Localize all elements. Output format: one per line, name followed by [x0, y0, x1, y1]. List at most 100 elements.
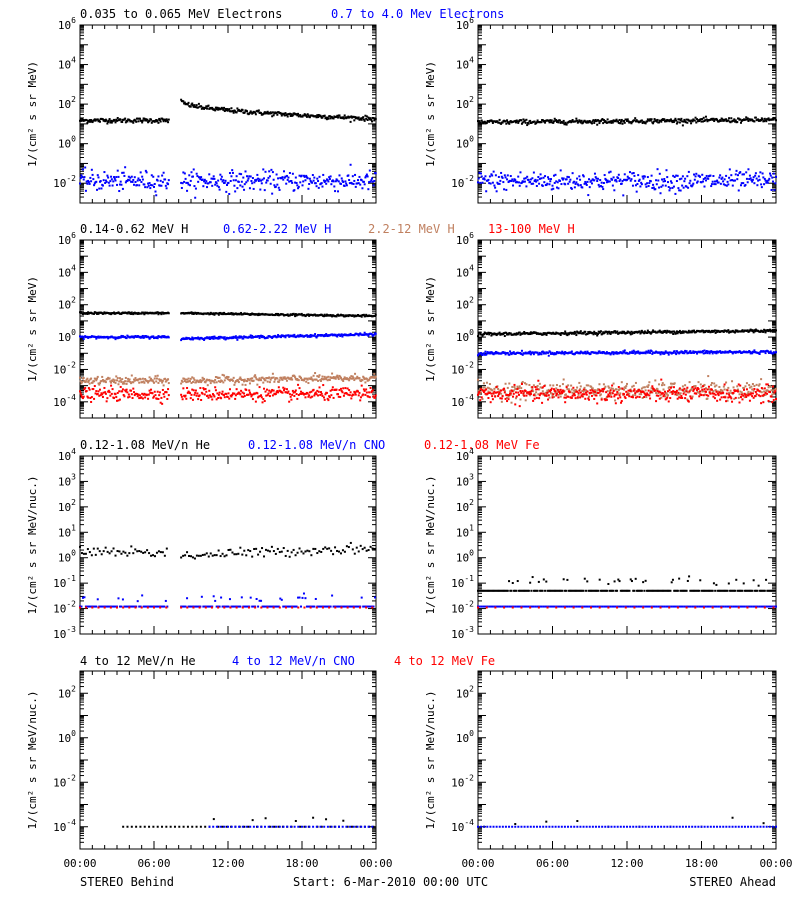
data-point: [121, 390, 124, 393]
data-point: [573, 180, 576, 183]
data-point: [527, 351, 530, 354]
data-point: [337, 313, 340, 316]
data-point: [313, 176, 316, 179]
data-point: [326, 116, 329, 119]
data-point: [696, 352, 699, 355]
data-point: [254, 179, 257, 182]
data-point: [200, 107, 203, 110]
data-point: [337, 378, 340, 381]
data-point: [144, 119, 147, 122]
data-point: [223, 374, 226, 377]
data-point: [191, 311, 194, 314]
data-point: [258, 377, 261, 380]
data-point: [348, 379, 351, 382]
data-point: [374, 332, 377, 335]
data-point: [373, 119, 376, 122]
data-point: [513, 385, 516, 388]
data-point: [274, 393, 277, 396]
data-point: [266, 336, 269, 339]
data-point: [181, 380, 184, 383]
data-point: [569, 120, 572, 123]
data-point: [612, 176, 615, 179]
data-point: [719, 119, 722, 122]
data-point: [702, 116, 705, 119]
data-point: [672, 119, 675, 122]
data-point: [524, 399, 527, 402]
data-point: [699, 175, 702, 178]
data-point: [325, 118, 328, 121]
data-point: [208, 389, 211, 392]
data-point: [143, 336, 146, 339]
data-point: [734, 351, 737, 354]
data-point: [158, 119, 161, 122]
data-point: [143, 392, 146, 395]
data-point: [111, 184, 114, 187]
data-point: [682, 331, 685, 334]
data-point: [371, 177, 374, 180]
data-point: [631, 350, 634, 353]
data-point: [80, 174, 83, 177]
data-point: [132, 178, 135, 181]
data-point: [189, 397, 192, 400]
data-point: [532, 351, 535, 354]
data-point: [297, 379, 300, 382]
data-point: [336, 114, 339, 117]
data-point: [773, 189, 776, 192]
data-point: [330, 376, 333, 379]
row-title-red: 13-100 MeV H: [488, 222, 575, 236]
y-tick-label: 10-4: [451, 393, 474, 409]
data-point: [774, 182, 777, 185]
data-point: [88, 182, 91, 185]
data-point: [346, 116, 349, 119]
data-point: [374, 375, 377, 378]
data-point: [79, 182, 81, 185]
data-point: [370, 179, 373, 182]
data-point: [132, 387, 135, 390]
data-point: [99, 394, 102, 397]
data-point: [276, 183, 279, 186]
data-point: [361, 379, 364, 382]
data-point: [147, 397, 150, 400]
data-point: [115, 375, 118, 378]
data-point: [579, 332, 582, 335]
data-point: [479, 181, 482, 184]
data-point: [218, 376, 221, 379]
data-point: [132, 121, 135, 124]
data-point: [547, 354, 550, 357]
data-point: [217, 312, 220, 315]
data-point: [674, 192, 677, 195]
data-point: [597, 119, 600, 122]
data-point: [274, 185, 277, 188]
data-point: [617, 120, 620, 123]
data-point: [631, 332, 634, 335]
data-point: [364, 381, 367, 384]
data-point: [85, 378, 88, 381]
data-point: [93, 385, 96, 388]
data-point: [308, 391, 311, 394]
data-point: [237, 180, 240, 183]
data-point: [772, 180, 775, 183]
data-point: [564, 330, 567, 333]
data-point: [83, 176, 86, 179]
data-point: [577, 120, 580, 123]
data-point: [257, 177, 260, 180]
data-point: [189, 184, 192, 187]
data-point: [348, 179, 351, 182]
data-point: [579, 178, 582, 181]
data-point: [308, 394, 311, 397]
data-point: [113, 177, 116, 180]
data-point: [286, 115, 289, 118]
data-point: [644, 183, 647, 186]
data-point: [363, 183, 366, 186]
data-point: [329, 175, 332, 178]
data-point: [190, 171, 193, 174]
data-point: [103, 311, 106, 314]
data-point: [253, 375, 256, 378]
data-point: [159, 401, 162, 404]
data-point: [719, 174, 722, 177]
data-point: [223, 336, 226, 339]
data-point: [359, 399, 362, 402]
data-point: [152, 335, 155, 338]
data-point: [203, 180, 206, 183]
